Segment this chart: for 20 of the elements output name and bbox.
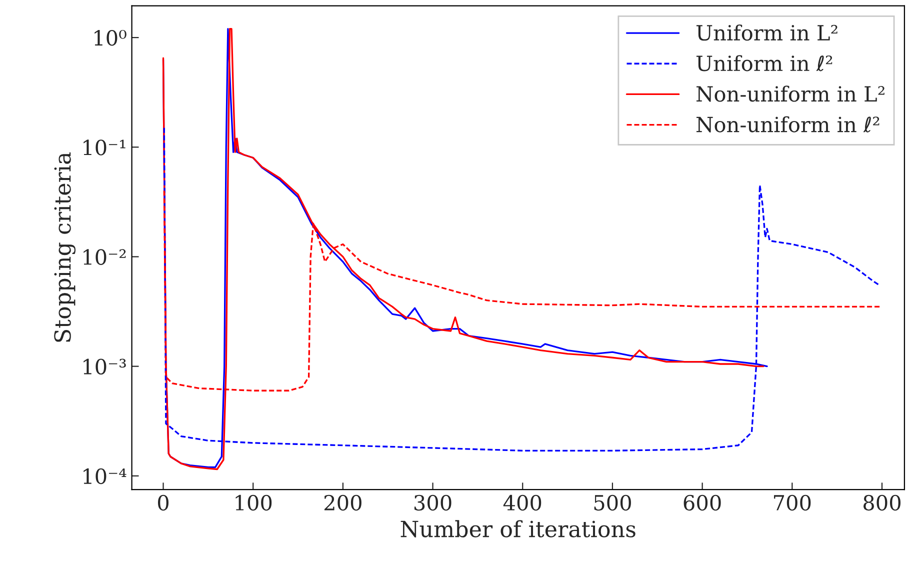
x-tick-label: 300 xyxy=(414,494,452,511)
legend-label: Uniform in ℓ² xyxy=(696,55,832,72)
x-tick-label: 800 xyxy=(864,494,900,511)
x-tick-label: 0 xyxy=(158,494,168,511)
x-tick-label: 400 xyxy=(503,494,542,511)
legend-label: Non-uniform in ℓ² xyxy=(696,116,880,132)
x-tick-label: 600 xyxy=(684,494,721,511)
x-tick-label: 500 xyxy=(594,494,631,511)
x-tick-label: 700 xyxy=(774,494,811,511)
x-tick-label: 100 xyxy=(236,494,272,511)
legend-label: Non-uniform in L² xyxy=(696,86,884,102)
y-tick-label: 10⁰ xyxy=(94,30,126,46)
legend-label: Uniform in L² xyxy=(696,24,838,41)
y-tick-label: 10⁻³ xyxy=(84,358,126,375)
x-tick-label: 200 xyxy=(324,494,362,511)
x-axis-title: Number of iterations xyxy=(400,520,636,538)
y-axis-title: Stopping criteria xyxy=(54,152,76,342)
y-tick-label: 10⁻² xyxy=(84,249,126,265)
y-tick-label: 10⁻¹ xyxy=(84,140,126,156)
y-tick-label: 10⁻⁴ xyxy=(84,468,126,484)
